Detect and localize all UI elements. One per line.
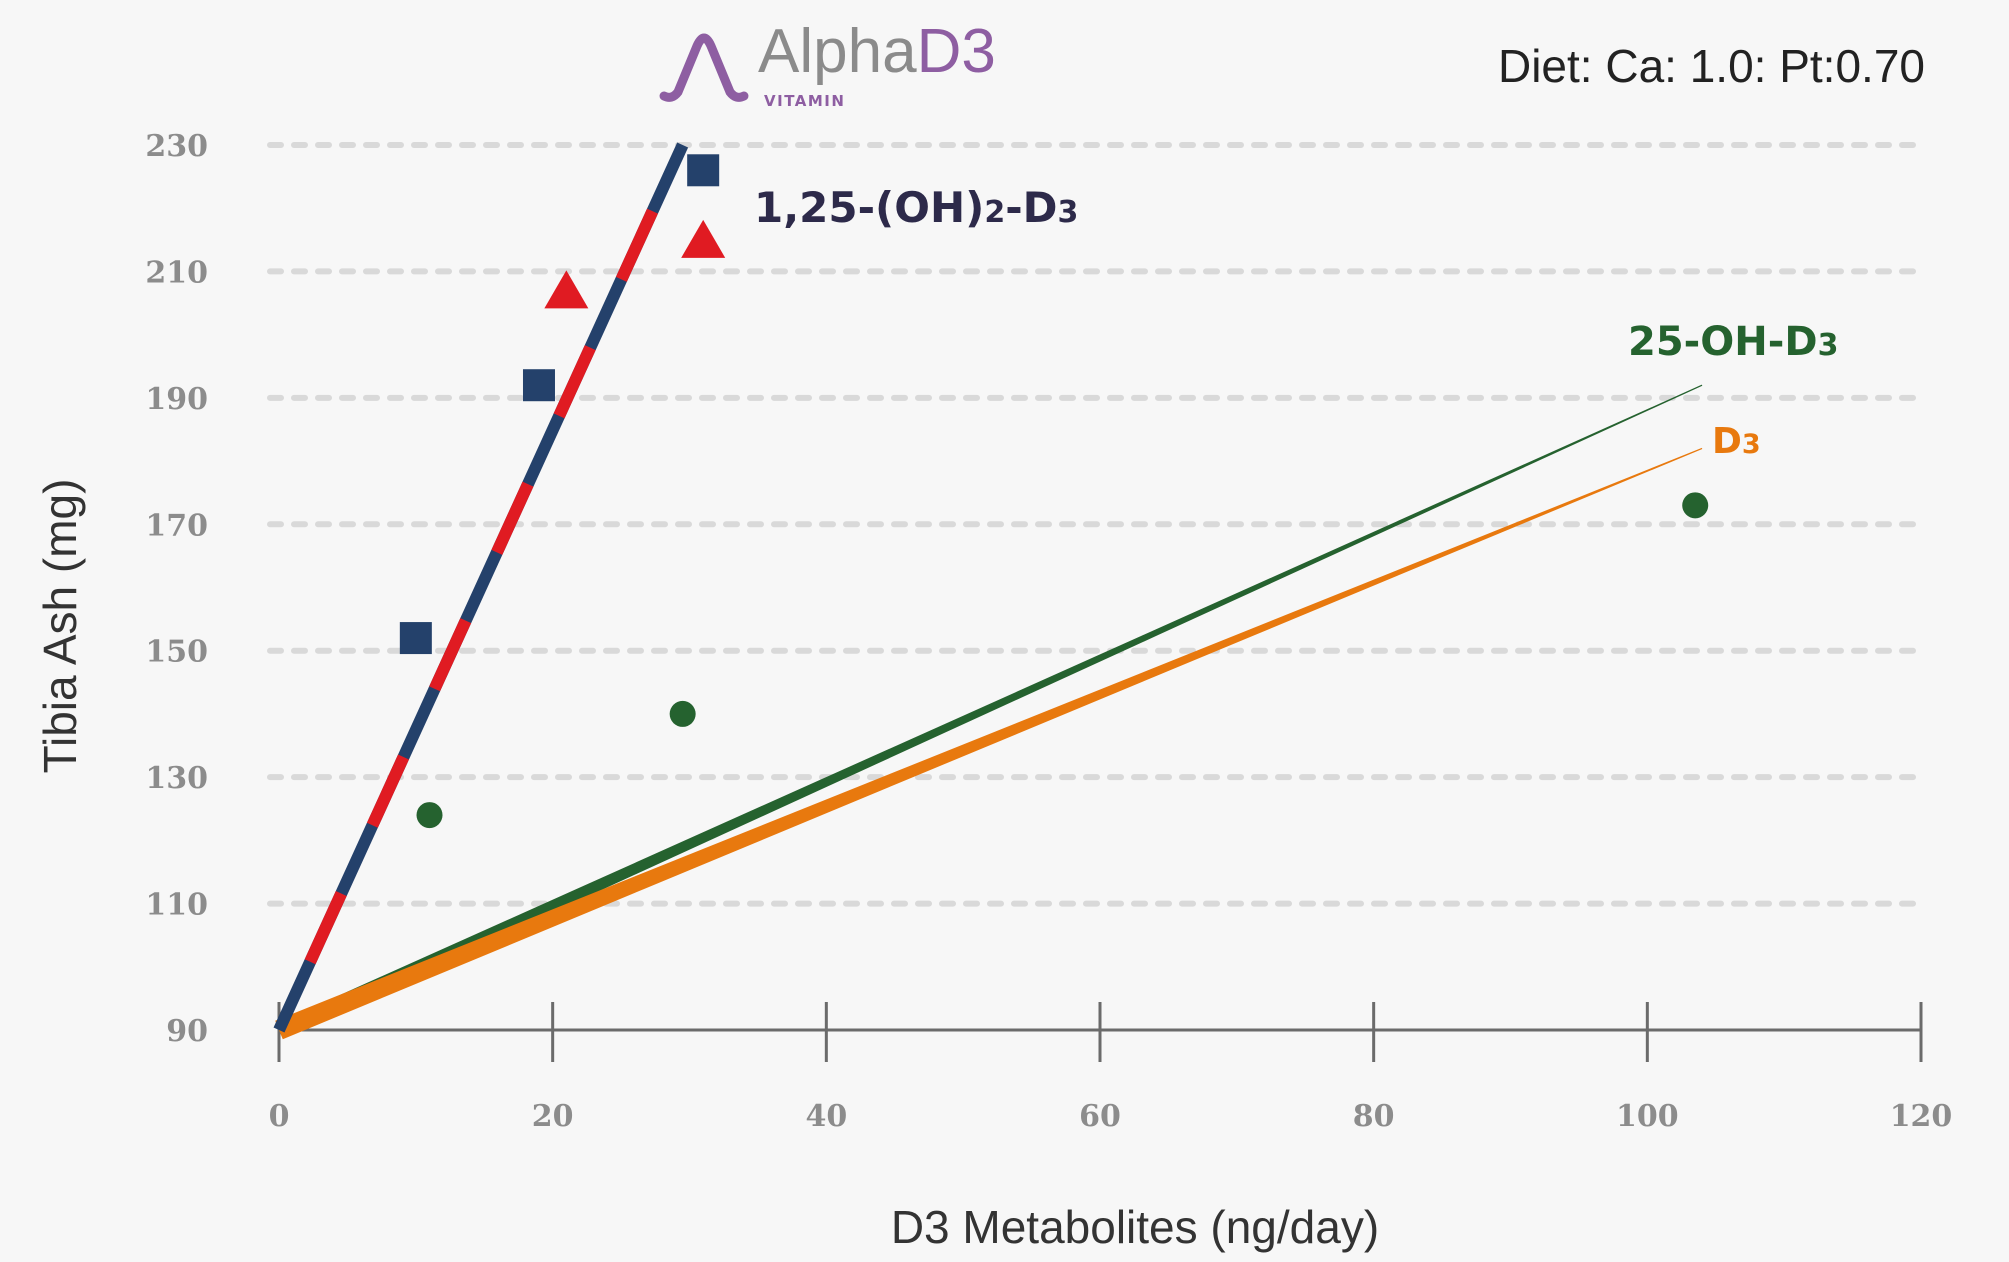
label-25-subscript: 3 <box>1818 328 1839 363</box>
label-d3-part-a: D <box>1712 421 1742 462</box>
marker-square <box>687 154 720 187</box>
x-tick-label: 20 <box>532 1099 574 1134</box>
logo-d3-text: D3 <box>917 17 996 86</box>
x-tick-label: 0 <box>269 1099 290 1134</box>
logo-alpha-text: Alpha <box>758 17 917 86</box>
x-tick-label: 120 <box>1890 1099 1953 1134</box>
y-tick-label: 130 <box>145 761 208 796</box>
marker-square <box>399 622 432 655</box>
label-d3-subscript: 3 <box>1742 429 1761 460</box>
label-125-part-a: 1,25-(OH) <box>754 183 984 232</box>
label-125-part-b: -D <box>1005 183 1057 232</box>
x-tick-label: 100 <box>1616 1099 1679 1134</box>
y-tick-label: 210 <box>145 255 208 290</box>
trend-line-25-oh-d3 <box>276 384 1703 1037</box>
label-125-subscript: 2 <box>984 195 1005 230</box>
label-25-oh-d3: 25-OH-D3 <box>1628 319 1838 365</box>
x-tick-label: 80 <box>1353 1099 1395 1134</box>
marker-triangle <box>544 270 589 309</box>
x-tick-label: 60 <box>1079 1099 1121 1134</box>
marker-circle <box>669 700 696 727</box>
marker-square <box>522 369 555 402</box>
y-tick-label: 230 <box>145 129 208 164</box>
trend-line-125-oh2-d3 <box>273 142 689 1033</box>
y-tick-label: 150 <box>145 635 208 670</box>
marker-circle <box>1682 492 1709 519</box>
x-axis-title: D3 Metabolites (ng/day) <box>891 1201 1379 1253</box>
trend-lines <box>273 142 1703 1040</box>
diet-annotation: Diet: Ca: 1.0: Pt:0.70 <box>1498 40 1925 92</box>
alpha-logo-icon <box>659 33 749 102</box>
label-d3: D3 <box>1712 421 1761 462</box>
marker-triangle <box>681 219 726 258</box>
label-125-oh2-d3: 1,25-(OH)2-D3 <box>754 183 1078 232</box>
x-tick-label: 40 <box>805 1099 847 1134</box>
data-markers <box>399 154 1709 829</box>
y-tick-label: 110 <box>145 888 208 923</box>
grid-lines: 90 110 130 150 170 190 210 230 <box>145 129 1928 1049</box>
y-tick-label: 170 <box>145 508 208 543</box>
logo-wordmark: AlphaD3 <box>758 17 996 86</box>
y-tick-label: 90 <box>166 1014 208 1049</box>
axes: 0 20 40 60 80 100 120 <box>269 1002 1953 1134</box>
trend-line-d3 <box>275 447 1703 1040</box>
label-125-subscript-3: 3 <box>1057 195 1078 230</box>
y-tick-label: 190 <box>145 382 208 417</box>
alpha-d3-logo: AlphaD3 VITAMIN <box>659 17 996 110</box>
y-axis-title: Tibia Ash (mg) <box>34 479 86 774</box>
marker-circle <box>416 802 443 829</box>
label-25-part-a: 25-OH-D <box>1628 319 1818 365</box>
logo-subtitle: VITAMIN <box>764 92 845 110</box>
